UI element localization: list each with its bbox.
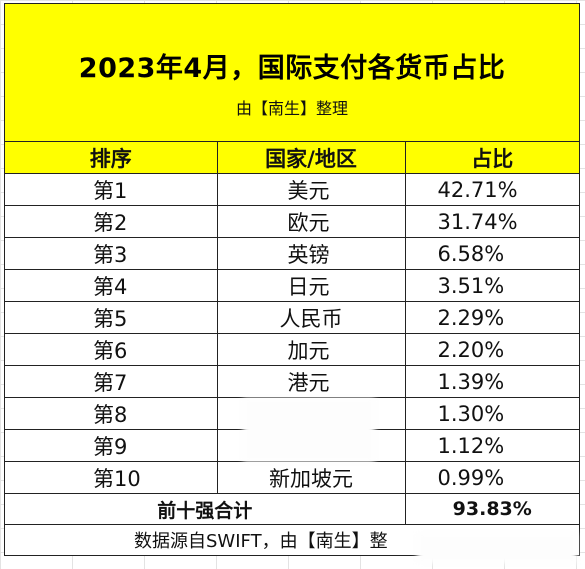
table-row: 第1 美元 42.71%	[5, 173, 579, 206]
currency-cell[interactable]: 日元	[216, 269, 406, 302]
rank-cell[interactable]: 第10	[5, 461, 218, 494]
rank-cell[interactable]: 第9	[5, 429, 218, 462]
currency-cell[interactable]: 人民币	[216, 301, 406, 334]
currency-cell[interactable]: 英镑	[216, 237, 406, 270]
rank-cell[interactable]: 第1	[5, 173, 218, 206]
share-cell[interactable]: 31.74%	[404, 205, 579, 238]
share-cell[interactable]: 0.99%	[404, 461, 579, 494]
header-rank[interactable]: 排序	[5, 142, 218, 174]
share-cell[interactable]: 3.51%	[404, 269, 579, 302]
rank-cell[interactable]: 第6	[5, 333, 218, 366]
blurred-watermark-middle	[243, 398, 375, 462]
title-block: 2023年4月，国际支付各货币占比 由【南生】整理	[5, 4, 579, 142]
table-subtitle: 由【南生】整理	[235, 99, 348, 118]
currency-share-table: 排序 国家/地区 占比 第1 美元 42.71% 第2 欧元 31.74% 第3 英镑 6.58…	[5, 142, 579, 555]
share-cell[interactable]: 1.30%	[404, 397, 579, 430]
share-cell[interactable]: 1.39%	[404, 365, 579, 398]
currency-cell[interactable]: 港元	[216, 365, 406, 398]
rank-cell[interactable]: 第4	[5, 269, 218, 302]
rank-cell[interactable]: 第3	[5, 237, 218, 270]
table-row: 第10 新加坡元 0.99%	[5, 461, 579, 494]
header-country[interactable]: 国家/地区	[216, 142, 406, 174]
table-row: 第3 英镑 6.58%	[5, 237, 579, 270]
rank-cell[interactable]: 第2	[5, 205, 218, 238]
table-row: 第6 加元 2.20%	[5, 333, 579, 366]
share-cell[interactable]: 42.71%	[404, 173, 579, 206]
rank-cell[interactable]: 第7	[5, 365, 218, 398]
rank-cell[interactable]: 第5	[5, 301, 218, 334]
share-cell[interactable]: 2.29%	[404, 301, 579, 334]
currency-cell[interactable]: 欧元	[216, 205, 406, 238]
table-row: 第2 欧元 31.74%	[5, 205, 579, 238]
total-label[interactable]: 前十强合计	[5, 493, 406, 525]
total-row: 前十强合计 93.83%	[5, 493, 579, 525]
share-cell[interactable]: 2.20%	[404, 333, 579, 366]
header-row: 排序 国家/地区 占比	[5, 142, 579, 174]
share-cell[interactable]: 1.12%	[404, 429, 579, 462]
table-title: 2023年4月，国际支付各货币占比	[78, 53, 506, 84]
table-row: 第5 人民币 2.29%	[5, 301, 579, 334]
table-row: 第4 日元 3.51%	[5, 269, 579, 302]
total-value[interactable]: 93.83%	[404, 493, 579, 525]
header-share[interactable]: 占比	[404, 142, 579, 174]
share-cell[interactable]: 6.58%	[404, 237, 579, 270]
currency-cell[interactable]: 加元	[216, 333, 406, 366]
rank-cell[interactable]: 第8	[5, 397, 218, 430]
currency-cell[interactable]: 美元	[216, 173, 406, 206]
currency-table-sheet: 2023年4月，国际支付各货币占比 由【南生】整理 排序 国家/地区 占比 第1…	[4, 3, 580, 556]
blurred-watermark-bottom	[417, 533, 577, 563]
currency-cell[interactable]: 新加坡元	[216, 461, 406, 494]
table-row: 第7 港元 1.39%	[5, 365, 579, 398]
